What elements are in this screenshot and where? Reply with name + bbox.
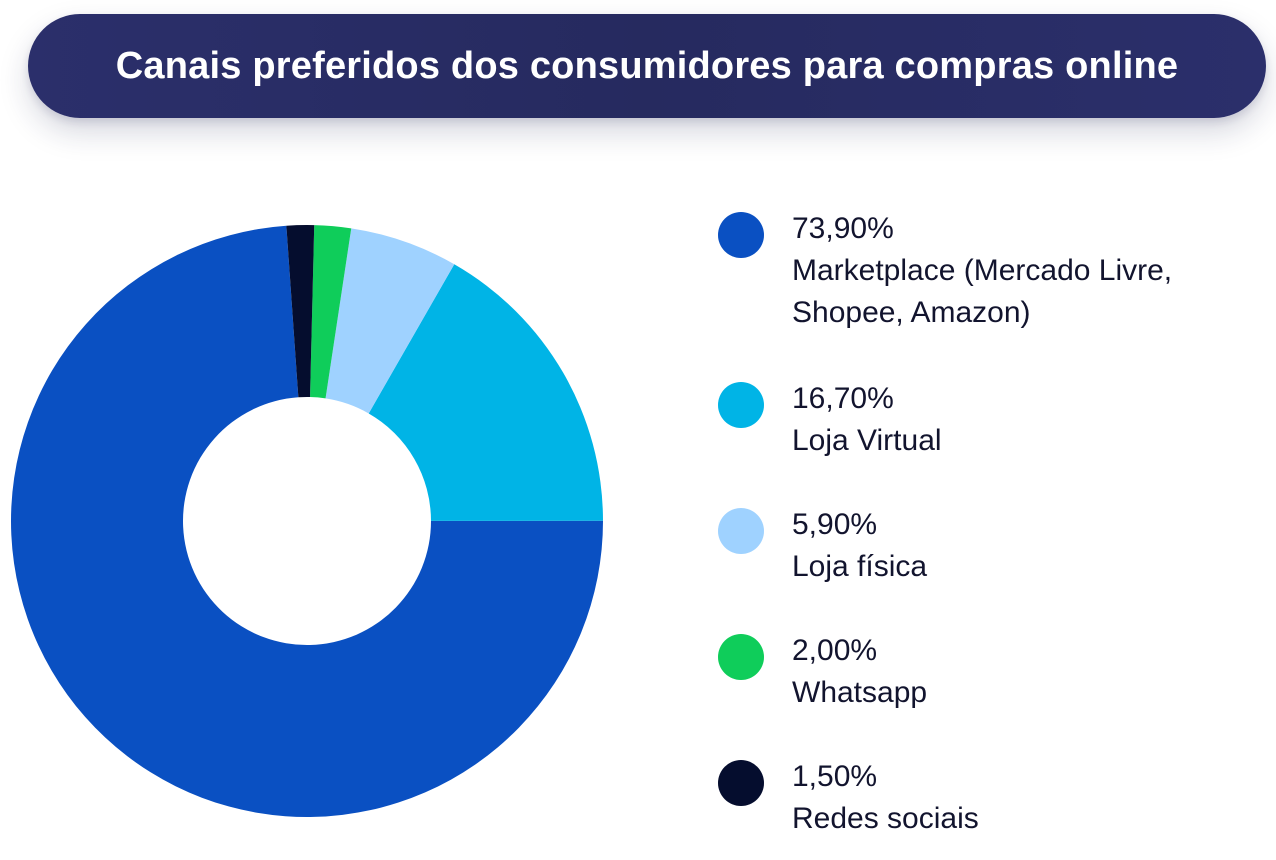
chart-title: Canais preferidos dos consumidores para … bbox=[115, 44, 1179, 87]
legend-swatch bbox=[718, 382, 764, 428]
legend-swatch bbox=[718, 212, 764, 258]
legend-text: 2,00% Whatsapp bbox=[792, 630, 927, 714]
legend-label: Loja física bbox=[792, 550, 928, 583]
legend-label: Loja Virtual bbox=[792, 424, 942, 457]
legend-value: 1,50% bbox=[792, 760, 878, 793]
donut-chart bbox=[11, 225, 603, 817]
legend-swatch bbox=[718, 508, 764, 554]
donut-slice-2 bbox=[368, 264, 603, 521]
legend-item: 5,90% Loja física bbox=[718, 504, 1268, 588]
legend-swatch bbox=[718, 760, 764, 806]
legend-value: 5,90% bbox=[792, 508, 878, 541]
donut-slice-4 bbox=[310, 225, 352, 399]
legend-value: 73,90% bbox=[792, 212, 894, 245]
legend-value: 16,70% bbox=[792, 382, 894, 415]
legend-text: 73,90% Marketplace (Mercado Livre, Shopee… bbox=[792, 208, 1232, 334]
title-banner: Canais preferidos dos consumidores para … bbox=[28, 14, 1266, 118]
legend-label: Redes sociais bbox=[792, 802, 979, 835]
legend-text: 16,70% Loja Virtual bbox=[792, 378, 942, 462]
legend-label: Whatsapp bbox=[792, 676, 928, 709]
donut-slice-3 bbox=[325, 228, 455, 414]
legend-item: 2,00% Whatsapp bbox=[718, 630, 1268, 714]
legend-item: 16,70% Loja Virtual bbox=[718, 378, 1268, 462]
legend-text: 5,90% Loja física bbox=[792, 504, 927, 588]
legend-text: 1,50% Redes sociais bbox=[792, 756, 979, 840]
legend-label: Marketplace (Mercado Livre, Shopee, Amaz… bbox=[792, 254, 1173, 329]
donut-slice-5 bbox=[286, 225, 315, 398]
legend-value: 2,00% bbox=[792, 634, 878, 667]
legend-item: 1,50% Redes sociais bbox=[718, 756, 1268, 840]
legend-item: 73,90% Marketplace (Mercado Livre, Shopee… bbox=[718, 208, 1268, 334]
donut-slice-1 bbox=[11, 225, 603, 817]
legend-swatch bbox=[718, 634, 764, 680]
